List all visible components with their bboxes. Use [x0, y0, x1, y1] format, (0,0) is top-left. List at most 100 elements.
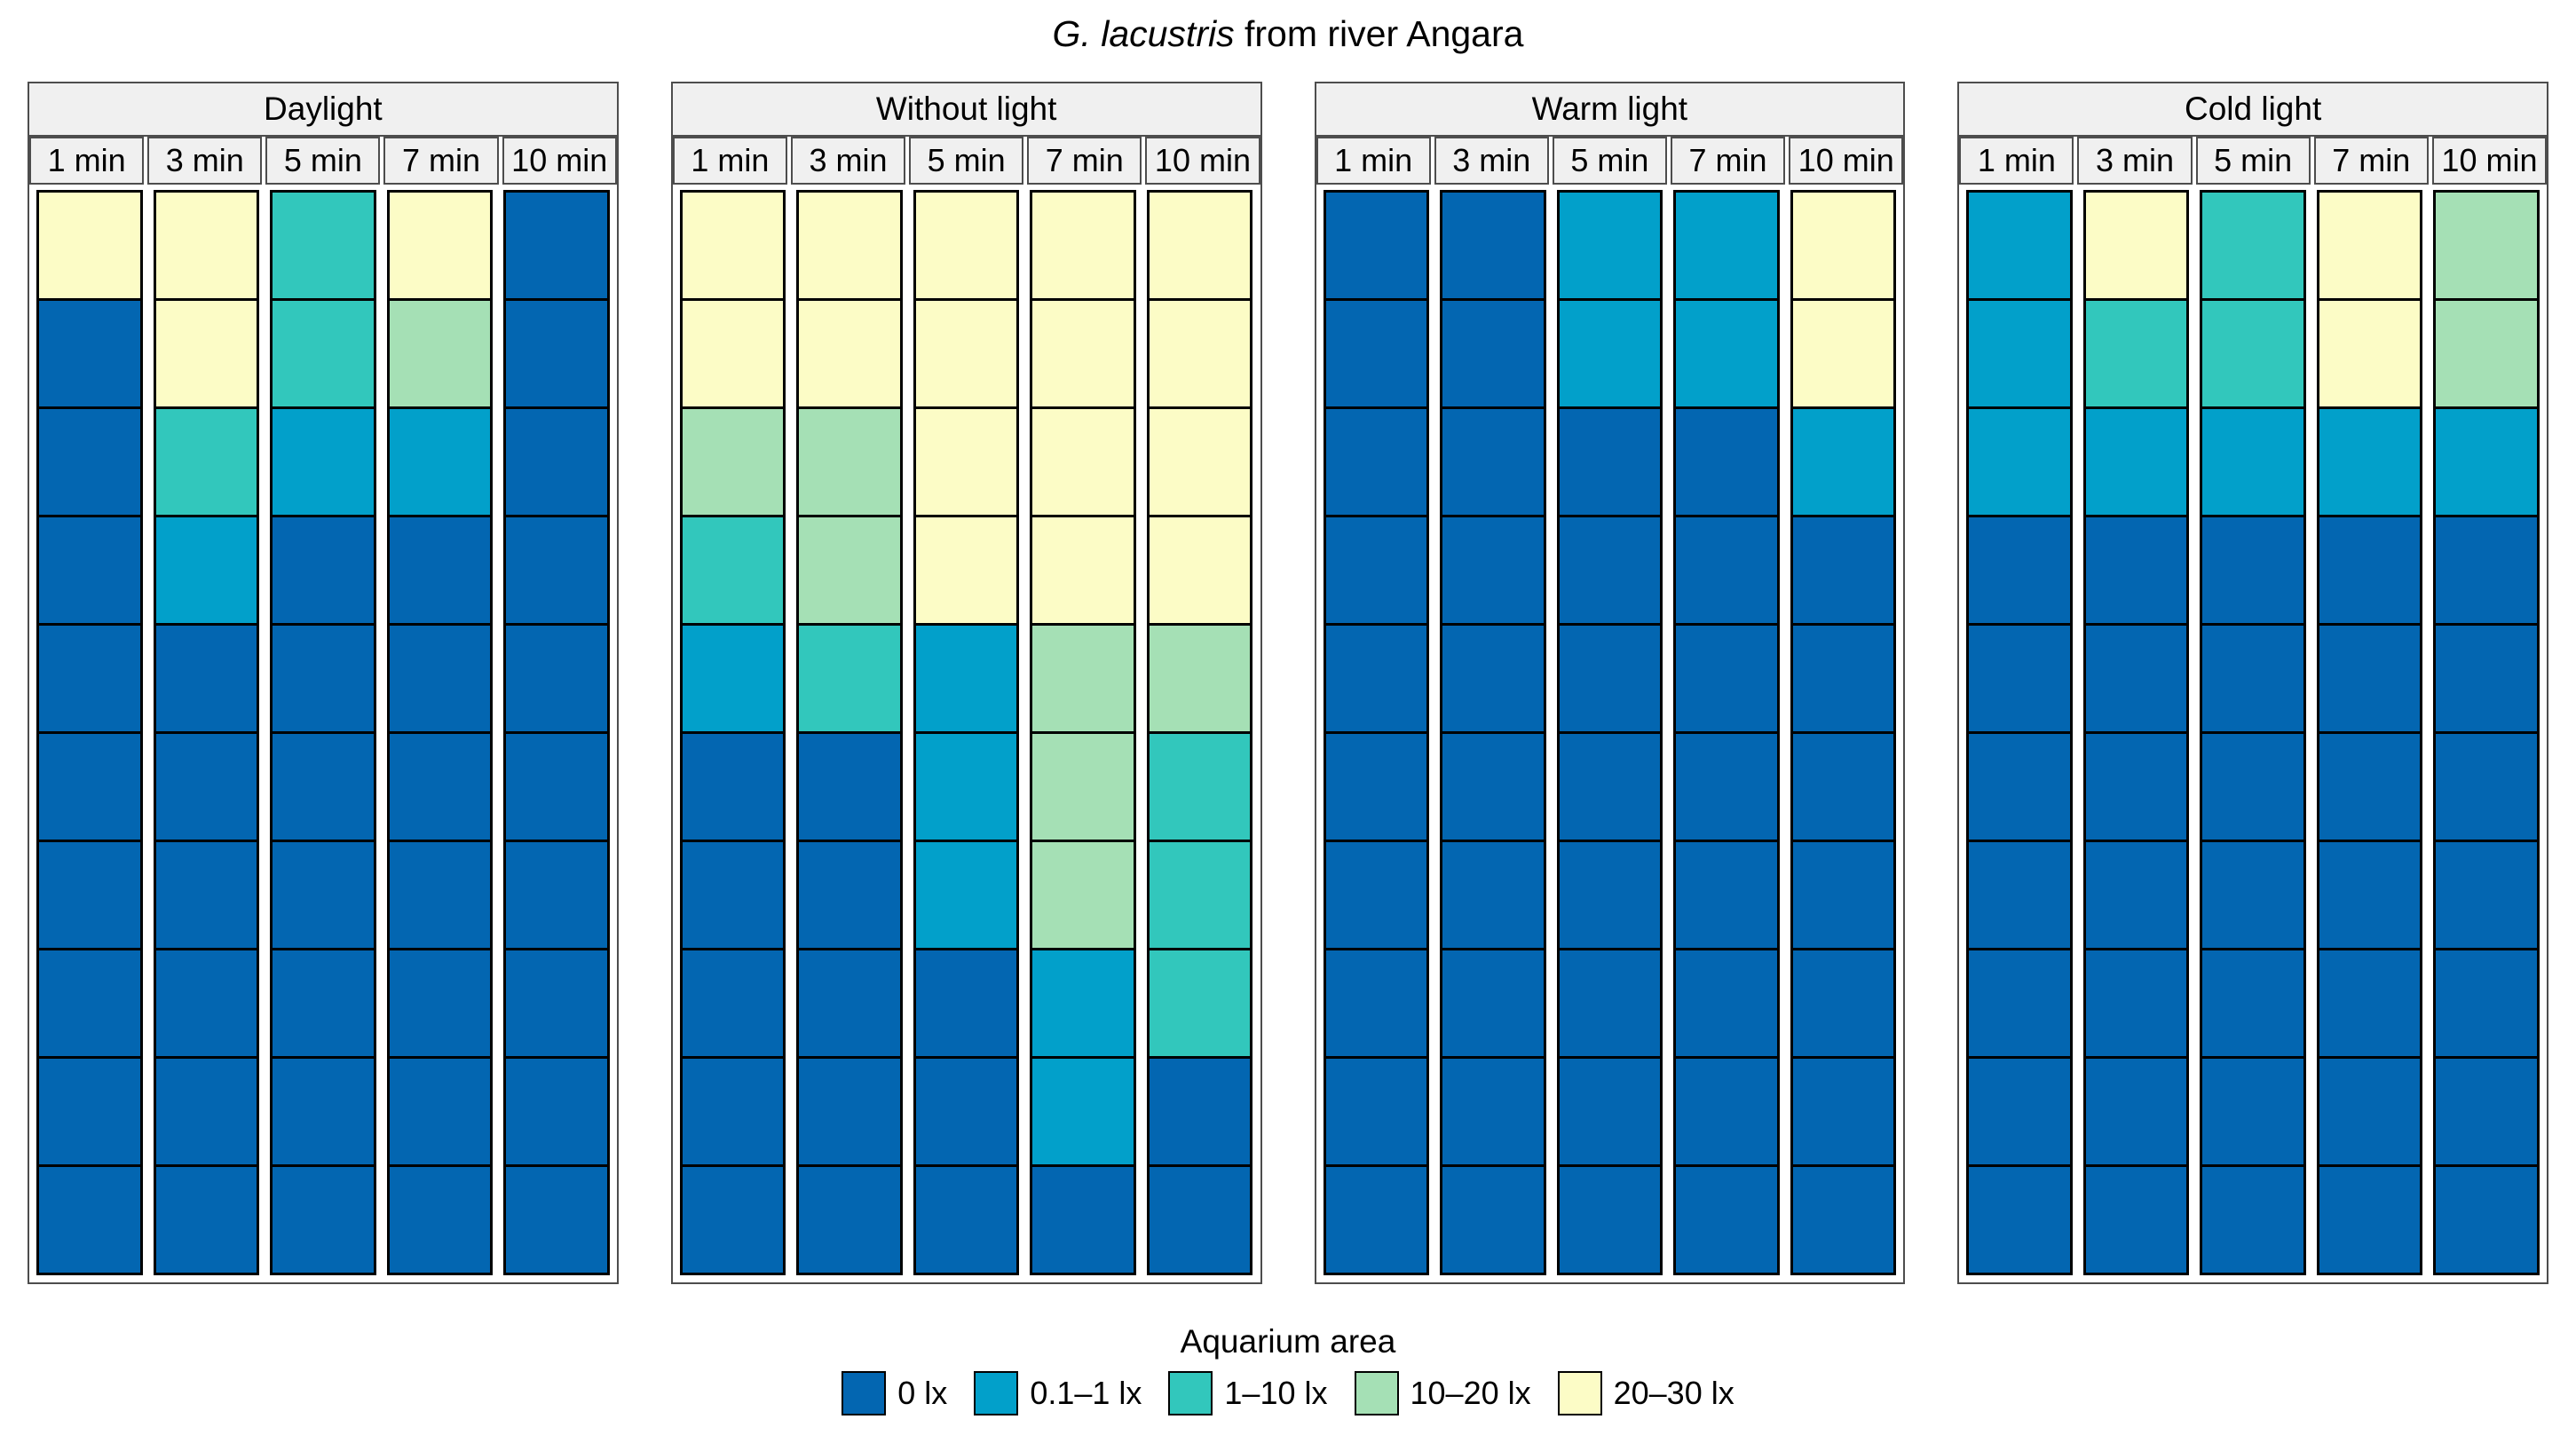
- heatmap-cell: [1969, 948, 2070, 1056]
- column-header-5-min: 5 min: [265, 137, 381, 185]
- heatmap-cell: [506, 1056, 607, 1164]
- heatmap-cell: [273, 840, 374, 948]
- legend-swatch: [974, 1371, 1019, 1415]
- heatmap-cell: [1442, 1164, 1544, 1273]
- heatmap-cell: [155, 948, 257, 1056]
- facet-panel-warm-light: Warm light 1 min 3 min 5 min 7 min 10 min: [1314, 82, 1906, 1284]
- heatmap-cell: [1676, 948, 1777, 1056]
- heatmap-column-10-min: [2433, 190, 2540, 1275]
- heatmap-cell: [273, 948, 374, 1056]
- heatmap-cell: [39, 1164, 140, 1273]
- heatmap-cell: [1969, 193, 2070, 298]
- heatmap-cell: [1442, 840, 1544, 948]
- heatmap-cell: [1442, 731, 1544, 840]
- heatmap-cell: [2202, 840, 2303, 948]
- heatmap-cell: [1032, 948, 1134, 1056]
- heatmap-cell: [2202, 948, 2303, 1056]
- column-header-7-min: 7 min: [1670, 137, 1786, 185]
- heatmap-cell: [1559, 1164, 1661, 1273]
- heatmap-cell: [2436, 298, 2537, 406]
- heatmap-cell: [2202, 731, 2303, 840]
- figure-title: G. lacustris from river Angara: [0, 0, 2576, 55]
- heatmap-cell: [1032, 193, 1134, 298]
- heatmap-cell: [155, 298, 257, 406]
- column-header-7-min: 7 min: [2313, 137, 2429, 185]
- heatmap-column-1-min: [36, 190, 143, 1275]
- heatmap-column-7-min: [1030, 190, 1136, 1275]
- heatmap-cell: [389, 948, 491, 1056]
- column-header-row: 1 min 3 min 5 min 7 min 10 min: [29, 137, 617, 185]
- heatmap-cell: [2319, 840, 2421, 948]
- heatmap-grid: [29, 185, 617, 1282]
- legend-item-0-1-1-lx: 0.1–1 lx: [974, 1371, 1142, 1415]
- heatmap-cell: [1149, 623, 1251, 731]
- heatmap-cell: [39, 1056, 140, 1164]
- legend-label: 20–30 lx: [1613, 1375, 1734, 1411]
- heatmap-cell: [1325, 840, 1427, 948]
- heatmap-cell: [1442, 948, 1544, 1056]
- heatmap-cell: [1442, 298, 1544, 406]
- heatmap-cell: [39, 406, 140, 515]
- heatmap-cell: [1149, 298, 1251, 406]
- column-header-3-min: 3 min: [2077, 137, 2193, 185]
- heatmap-cell: [155, 515, 257, 623]
- heatmap-cell: [2319, 515, 2421, 623]
- heatmap-cell: [1325, 406, 1427, 515]
- heatmap-column-5-min: [913, 190, 1020, 1275]
- heatmap-cell: [1325, 515, 1427, 623]
- facet-panels: Daylight 1 min 3 min 5 min 7 min 10 min Withou…: [28, 82, 2548, 1284]
- heatmap-cell: [1792, 731, 1894, 840]
- column-header-3-min: 3 min: [1434, 137, 1549, 185]
- column-header-row: 1 min 3 min 5 min 7 min 10 min: [672, 137, 1260, 185]
- heatmap-cell: [1676, 406, 1777, 515]
- heatmap-cell: [506, 406, 607, 515]
- heatmap-cell: [506, 623, 607, 731]
- heatmap-column-1-min: [679, 190, 786, 1275]
- heatmap-column-5-min: [270, 190, 376, 1275]
- heatmap-cell: [2319, 731, 2421, 840]
- column-header-3-min: 3 min: [790, 137, 906, 185]
- heatmap-cell: [915, 840, 1017, 948]
- heatmap-cell: [915, 731, 1017, 840]
- heatmap-cell: [1032, 1056, 1134, 1164]
- heatmap-cell: [1149, 948, 1251, 1056]
- heatmap-grid: [672, 185, 1260, 1282]
- legend-label: 10–20 lx: [1410, 1375, 1531, 1411]
- legend-title: Aquarium area: [1180, 1323, 1396, 1360]
- facet-panel-daylight: Daylight 1 min 3 min 5 min 7 min 10 min: [28, 82, 619, 1284]
- heatmap-cell: [39, 731, 140, 840]
- heatmap-cell: [1442, 1056, 1544, 1164]
- species-name: G. lacustris: [1052, 13, 1235, 54]
- facet-title: Daylight: [29, 83, 617, 137]
- heatmap-cell: [682, 406, 784, 515]
- heatmap-cell: [1032, 1164, 1134, 1273]
- heatmap-cell: [39, 623, 140, 731]
- legend-item-10-20-lx: 10–20 lx: [1354, 1371, 1531, 1415]
- heatmap-cell: [2202, 298, 2303, 406]
- heatmap-cell: [389, 406, 491, 515]
- heatmap-column-3-min: [2082, 190, 2190, 1275]
- heatmap-cell: [2436, 731, 2537, 840]
- heatmap-cell: [1325, 1056, 1427, 1164]
- heatmap-cell: [915, 406, 1017, 515]
- heatmap-cell: [1676, 623, 1777, 731]
- figure-title-rest: from river Angara: [1234, 13, 1524, 54]
- column-header-5-min: 5 min: [2195, 137, 2311, 185]
- heatmap-cell: [799, 623, 900, 731]
- heatmap-cell: [2436, 948, 2537, 1056]
- heatmap-cell: [1149, 840, 1251, 948]
- heatmap-cell: [682, 623, 784, 731]
- heatmap-column-1-min: [1323, 190, 1430, 1275]
- column-header-5-min: 5 min: [909, 137, 1024, 185]
- heatmap-cell: [799, 1164, 900, 1273]
- facet-title: Warm light: [1316, 83, 1904, 137]
- heatmap-cell: [39, 515, 140, 623]
- heatmap-cell: [799, 1056, 900, 1164]
- heatmap-cell: [506, 731, 607, 840]
- heatmap-cell: [2319, 193, 2421, 298]
- heatmap-cell: [1032, 406, 1134, 515]
- heatmap-cell: [389, 193, 491, 298]
- heatmap-cell: [1676, 1164, 1777, 1273]
- heatmap-cell: [1032, 840, 1134, 948]
- heatmap-cell: [155, 1164, 257, 1273]
